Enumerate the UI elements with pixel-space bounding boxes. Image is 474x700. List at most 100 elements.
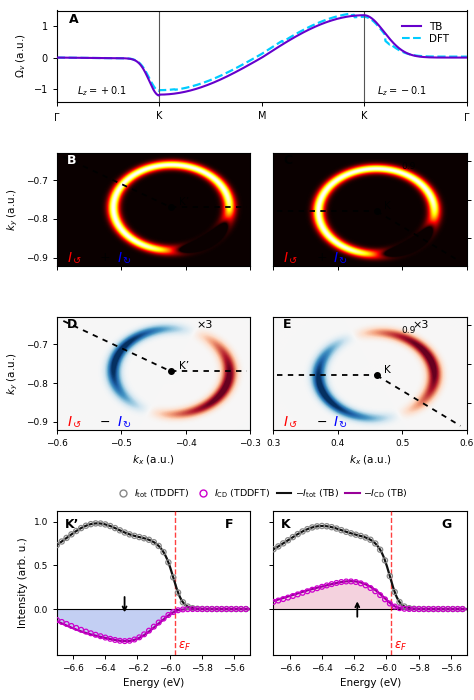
Point [429, 603, 437, 615]
Point [218, 603, 226, 615]
Point [203, 603, 211, 615]
Point [284, 592, 292, 603]
Text: $I_{\circlearrowright}$: $I_{\circlearrowright}$ [117, 250, 132, 265]
Y-axis label: $k_y$ (a.u.): $k_y$ (a.u.) [6, 188, 20, 230]
Point [294, 528, 301, 540]
Point [136, 531, 143, 542]
Point [53, 615, 61, 626]
Point [160, 547, 167, 558]
Point [454, 603, 462, 615]
Point [136, 631, 143, 643]
Point [309, 522, 316, 533]
Point [415, 603, 423, 615]
Point [459, 603, 466, 615]
Point [106, 520, 114, 531]
Point [121, 527, 128, 538]
Point [53, 540, 61, 551]
Point [126, 528, 133, 540]
Point [357, 578, 365, 589]
Point [164, 610, 172, 621]
Point [208, 603, 216, 615]
Point [150, 537, 158, 548]
Point [313, 521, 321, 532]
Point [145, 534, 153, 545]
Point [179, 596, 187, 608]
Point [150, 621, 158, 632]
Text: 0.9: 0.9 [401, 162, 416, 171]
Point [228, 603, 235, 615]
Text: $\varepsilon_F$: $\varepsilon_F$ [394, 640, 408, 653]
Point [401, 601, 408, 612]
Point [194, 603, 201, 615]
Point [116, 635, 124, 646]
Point [111, 634, 119, 645]
Point [415, 603, 423, 615]
Point [232, 603, 240, 615]
Text: $I_{\circlearrowleft}$: $I_{\circlearrowleft}$ [283, 250, 299, 265]
Point [160, 613, 167, 624]
Point [121, 636, 128, 647]
Text: $L_z = -0.1$: $L_z = -0.1$ [377, 84, 427, 98]
Point [367, 582, 374, 594]
Point [391, 601, 399, 612]
Text: C: C [283, 154, 292, 167]
Point [333, 578, 340, 589]
Point [131, 531, 138, 542]
Point [410, 603, 418, 615]
Point [169, 572, 177, 583]
Point [77, 522, 85, 533]
Point [386, 598, 393, 609]
Point [284, 535, 292, 546]
Point [337, 576, 345, 587]
Legend: $I_{\rm tot}$ (TDDFT), $I_{\rm CD}$ (TDDFT), $-I_{\rm tot}$ (TB), $-I_{\rm CD}$ : $I_{\rm tot}$ (TDDFT), $I_{\rm CD}$ (TDD… [116, 488, 408, 500]
Point [58, 617, 65, 628]
Point [362, 532, 369, 543]
Point [386, 570, 393, 582]
Point [126, 635, 133, 646]
Point [189, 603, 196, 614]
Point [429, 603, 437, 615]
Point [435, 603, 442, 615]
Text: $I_{\circlearrowleft}$: $I_{\circlearrowleft}$ [66, 414, 82, 428]
Point [68, 620, 75, 631]
Point [323, 580, 330, 591]
Point [405, 603, 413, 614]
Point [405, 603, 413, 615]
Point [420, 603, 428, 615]
Point [237, 603, 245, 615]
Point [111, 522, 119, 533]
Point [318, 520, 326, 531]
Point [73, 526, 80, 537]
Point [242, 603, 250, 615]
Point [294, 589, 301, 600]
Point [372, 538, 379, 549]
Point [155, 617, 163, 628]
Point [155, 540, 163, 552]
Point [425, 603, 432, 615]
Text: ×3: ×3 [413, 321, 429, 330]
Point [372, 586, 379, 597]
Point [174, 587, 182, 598]
Point [313, 582, 321, 594]
Point [352, 529, 360, 540]
Point [92, 518, 100, 529]
Point [203, 603, 211, 615]
X-axis label: $k_x$ (a.u.): $k_x$ (a.u.) [349, 454, 392, 467]
Point [367, 534, 374, 545]
Point [82, 626, 90, 637]
Point [362, 580, 369, 591]
Text: $I_{\circlearrowright}$: $I_{\circlearrowright}$ [117, 414, 132, 428]
Point [213, 603, 220, 615]
Text: A: A [69, 13, 79, 26]
Point [454, 603, 462, 615]
Point [342, 526, 350, 538]
Point [77, 624, 85, 636]
Text: B: B [66, 154, 76, 167]
Point [116, 525, 124, 536]
Point [309, 584, 316, 595]
Text: $I_{\circlearrowright}$: $I_{\circlearrowright}$ [333, 250, 348, 265]
Point [279, 594, 287, 605]
Point [299, 526, 306, 537]
Point [101, 632, 109, 643]
Point [218, 603, 226, 615]
